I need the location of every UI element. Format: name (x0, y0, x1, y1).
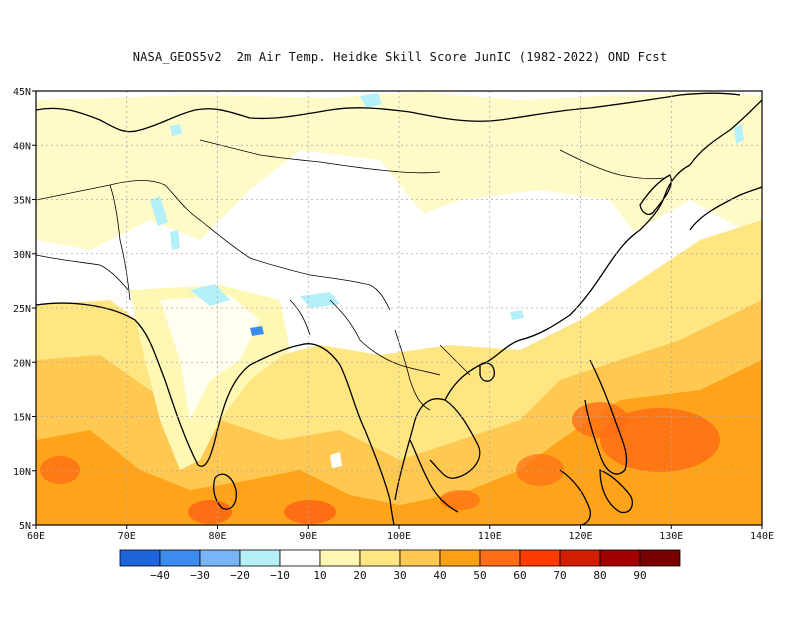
x-tick-label: 110E (478, 531, 502, 542)
colorbar-label: 60 (513, 569, 526, 582)
colorbar-label: −40 (150, 569, 170, 582)
y-axis-ticks: 5N 10N 15N 20N 25N 30N 35N 40N 45N (13, 87, 36, 532)
x-tick-label: 70E (118, 531, 136, 542)
colorbar-swatch (359, 549, 401, 567)
colorbar-swatch (639, 549, 681, 567)
x-tick-label: 130E (659, 531, 683, 542)
colorbar-swatch (559, 549, 601, 567)
colorbar-label: 30 (393, 569, 406, 582)
colorbar-swatch (479, 549, 521, 567)
colorbar-label: 50 (473, 569, 486, 582)
colorbar-swatch (599, 549, 641, 567)
y-tick-label: 45N (13, 87, 31, 98)
colorbar-label: −10 (270, 569, 290, 582)
colorbar-swatch (159, 549, 201, 567)
colorbar-label: 90 (633, 569, 646, 582)
colorbar-label: 70 (553, 569, 566, 582)
colorbar-label: 20 (353, 569, 366, 582)
y-tick-label: 20N (13, 358, 31, 369)
y-tick-label: 10N (13, 467, 31, 478)
borders (36, 139, 666, 411)
colorbar-label: −20 (230, 569, 250, 582)
colorbar-swatch (279, 549, 321, 567)
colorbar: −40 −30 −20 −10 10 20 30 40 50 60 70 80 90 (119, 549, 681, 582)
map-title: NASA_GEOS5v2 2m Air Temp. Heidke Skill S… (132, 50, 668, 64)
x-tick-label: 80E (208, 531, 226, 542)
x-tick-label: 60E (27, 531, 45, 542)
x-axis-ticks: 60E 70E 80E 90E 100E 110E 120E 130E 140E (27, 525, 774, 542)
x-tick-label: 140E (750, 531, 774, 542)
y-tick-label: 30N (13, 250, 31, 261)
colorbar-swatch (239, 549, 281, 567)
x-tick-label: 90E (299, 531, 317, 542)
y-tick-label: 35N (13, 196, 31, 207)
y-tick-label: 5N (19, 521, 31, 532)
x-tick-label: 100E (387, 531, 411, 542)
colorbar-swatch (519, 549, 561, 567)
colorbar-swatch (399, 549, 441, 567)
y-tick-label: 15N (13, 413, 31, 424)
colorbar-swatch (199, 549, 241, 567)
coastlines (36, 92, 762, 525)
x-tick-label: 120E (568, 531, 592, 542)
y-tick-label: 40N (13, 141, 31, 152)
colorbar-label: 40 (433, 569, 446, 582)
colorbar-swatch (439, 549, 481, 567)
colorbar-swatch (119, 549, 161, 567)
colorbar-swatch (319, 549, 361, 567)
colorbar-label: −30 (190, 569, 210, 582)
y-tick-label: 25N (13, 304, 31, 315)
colorbar-label: 80 (593, 569, 606, 582)
colorbar-label: 10 (313, 569, 326, 582)
gridlines (36, 91, 762, 525)
